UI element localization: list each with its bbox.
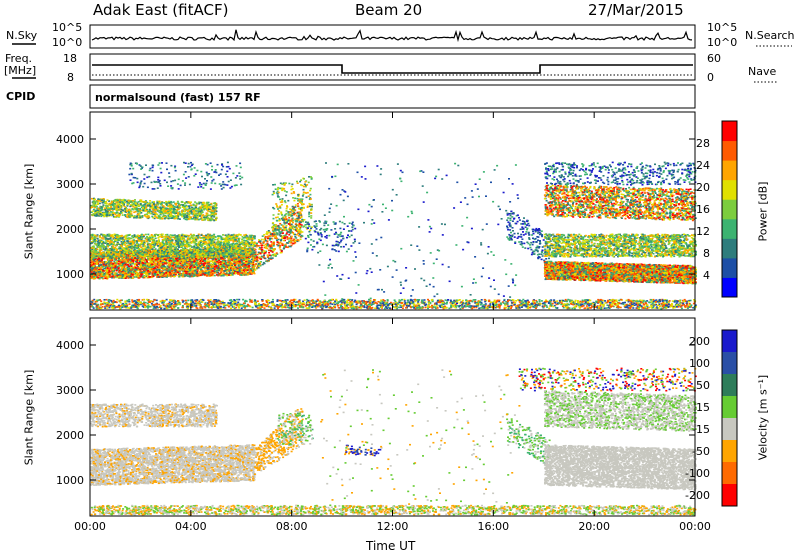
freq-trace [92,65,693,73]
nsky-line [92,30,692,40]
nsky-trace [92,30,692,40]
cpid-panel [90,85,695,108]
nsky-panel [90,25,695,48]
data-cell [214,275,216,277]
data-cell [220,272,222,274]
freq-panel [90,54,695,80]
rti-figure: 1000200030004000 1000200030004000 00:00 0… [0,0,800,554]
data-cell [116,270,118,272]
